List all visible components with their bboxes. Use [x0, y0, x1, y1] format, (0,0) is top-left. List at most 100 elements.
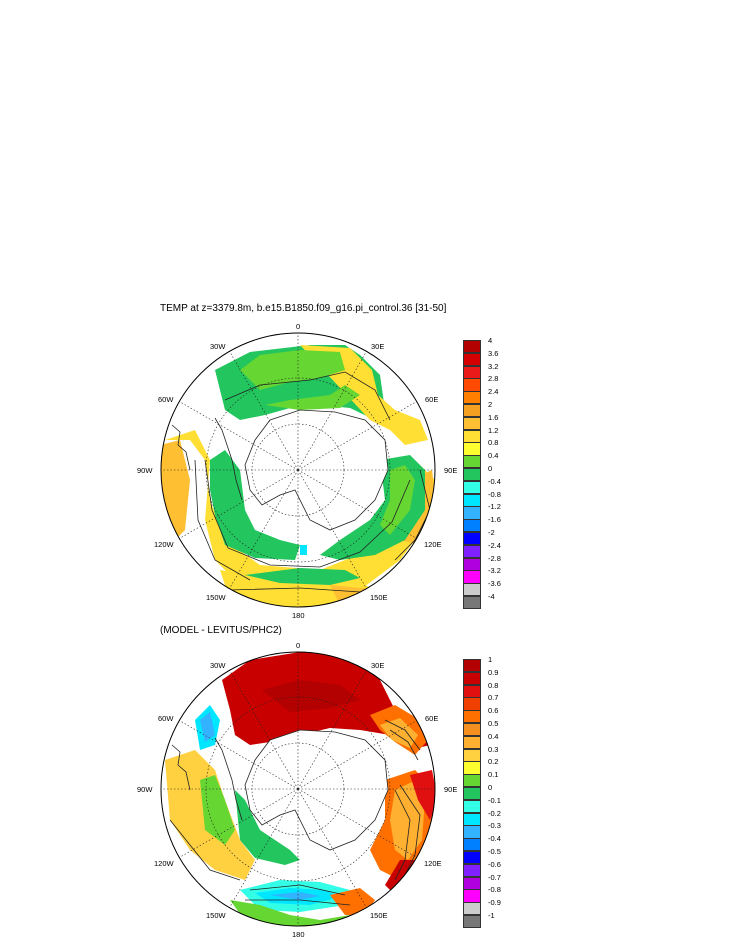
colorbar-tick-label: -1.2	[488, 502, 501, 512]
colorbar-tick-label: 1.6	[488, 412, 499, 422]
colorbar-tick-label: -2.8	[488, 553, 501, 563]
colorbar-tick-label: -0.4	[488, 476, 501, 486]
colorbar-swatch	[463, 544, 481, 559]
colorbar-swatch	[463, 799, 481, 814]
colorbar-tick-label: -0.3	[488, 821, 501, 831]
colorbar-swatch	[463, 863, 481, 878]
colorbar-swatch	[463, 684, 481, 698]
lon-label-90e: 90E	[444, 466, 458, 475]
colorbar-tick-label: -0.8	[488, 885, 501, 895]
colorbar-swatch	[463, 902, 481, 916]
colorbar-tick-label: -0.9	[488, 898, 501, 908]
colorbar-tick-label: 0.8	[488, 438, 499, 448]
colorbar-swatch	[463, 570, 481, 584]
colorbar-swatch	[463, 851, 481, 865]
colorbar-swatch	[463, 596, 481, 610]
colorbar-tick-label: -0.1	[488, 795, 501, 805]
lon-label-60w: 60W	[158, 714, 174, 723]
lon-label-0: 0	[296, 641, 301, 650]
colorbar-swatch	[463, 506, 481, 520]
colorbar-tick-label: -3.2	[488, 566, 501, 576]
lon-label-180: 180	[292, 930, 305, 939]
colorbar-tick-label: -0.8	[488, 489, 501, 499]
colorbar-swatch	[463, 735, 481, 750]
colorbar-tick-label: 0.1	[488, 770, 499, 780]
lon-label-120w: 120W	[154, 540, 174, 549]
colorbar-tick-label: 0.4	[488, 731, 499, 741]
panel-title-temp: TEMP at z=3379.8m, b.e15.B1850.f09_g16.p…	[160, 303, 447, 314]
lon-label-90w: 90W	[137, 466, 153, 475]
colorbar-swatch	[463, 748, 481, 762]
colorbar-swatch	[463, 352, 481, 367]
colorbar-tick-label: -0.6	[488, 859, 501, 869]
lon-label-150e: 150E	[370, 911, 388, 920]
panel-title-difference: (MODEL - LEVITUS/PHC2)	[160, 625, 282, 636]
lon-label-90w: 90W	[137, 785, 153, 794]
difference-field	[161, 652, 435, 926]
colorbar-tick-label: 0.4	[488, 451, 499, 461]
colorbar-swatch	[463, 480, 481, 495]
colorbar-tick-label: -0.7	[488, 872, 501, 882]
lon-label-30w: 30W	[210, 342, 226, 351]
lon-label-120w: 120W	[154, 859, 174, 868]
lon-label-30e: 30E	[371, 661, 385, 670]
colorbar-tick-label: 3.6	[488, 348, 499, 358]
colorbar-swatch	[463, 774, 481, 788]
colorbar-tick-label: 2.8	[488, 374, 499, 384]
colorbar-tick-label: -0.2	[488, 808, 501, 818]
colorbar-tick-label: 0.2	[488, 757, 499, 767]
lon-label-60e: 60E	[425, 714, 439, 723]
lon-label-60w: 60W	[158, 395, 174, 404]
colorbar-swatch	[463, 455, 481, 469]
colorbar-swatch	[463, 723, 481, 737]
colorbar-tick-label: 0.3	[488, 744, 499, 754]
colorbar-swatch	[463, 340, 481, 354]
lon-label-0: 0	[296, 322, 301, 331]
colorbar-tick-label: 0.9	[488, 667, 499, 677]
colorbar-swatch	[463, 825, 481, 839]
colorbar-tick-label: 2	[488, 400, 493, 409]
lon-label-120e: 120E	[424, 859, 442, 868]
colorbar-swatch	[463, 812, 481, 826]
lon-label-30w: 30W	[210, 661, 226, 670]
lon-label-120e: 120E	[424, 540, 442, 549]
colorbar-tick-label: 0.6	[488, 706, 499, 716]
colorbar-swatch	[463, 468, 481, 482]
lon-label-60e: 60E	[425, 395, 439, 404]
colorbar-swatch	[463, 519, 481, 533]
colorbar-tick-label: 0	[488, 783, 493, 792]
colorbar-swatch	[463, 391, 481, 405]
lon-label-180: 180	[292, 611, 305, 620]
colorbar-swatch	[463, 697, 481, 711]
colorbar-tick-label: -3.6	[488, 579, 501, 589]
colorbar-swatch	[463, 532, 481, 546]
colorbar-tick-label: -4	[488, 592, 495, 601]
colorbar-swatch	[463, 761, 481, 775]
colorbar-swatch	[463, 671, 481, 686]
colorbar-tick-label: 2.4	[488, 387, 499, 397]
temperature-field	[161, 333, 435, 607]
colorbar-swatch	[463, 442, 481, 456]
lon-label-90e: 90E	[444, 785, 458, 794]
colorbar-swatch	[463, 889, 481, 903]
colorbar-tick-label: -0.5	[488, 847, 501, 856]
colorbar-swatch	[463, 838, 481, 852]
colorbar-swatch	[463, 659, 481, 673]
colorbar-tick-label: 0.5	[488, 719, 499, 728]
colorbar-tick-label: -0.4	[488, 834, 501, 844]
colorbar-swatch	[463, 583, 481, 597]
colorbar-tick-label: 0	[488, 464, 493, 473]
colorbar-tick-label: -2	[488, 528, 495, 537]
lon-label-150w: 150W	[206, 911, 226, 920]
colorbar-tick-label: -1.6	[488, 515, 501, 525]
colorbar-swatch	[463, 378, 481, 392]
colorbar-swatch	[463, 404, 481, 418]
colorbar-tick-label: 1.2	[488, 425, 499, 435]
colorbar-swatch	[463, 493, 481, 507]
colorbar-tick-label: 0.8	[488, 680, 499, 690]
colorbar-tick-label: 1	[488, 655, 493, 664]
lon-label-30e: 30E	[371, 342, 385, 351]
colorbar-swatch	[463, 787, 481, 801]
colorbar-swatch	[463, 557, 481, 571]
